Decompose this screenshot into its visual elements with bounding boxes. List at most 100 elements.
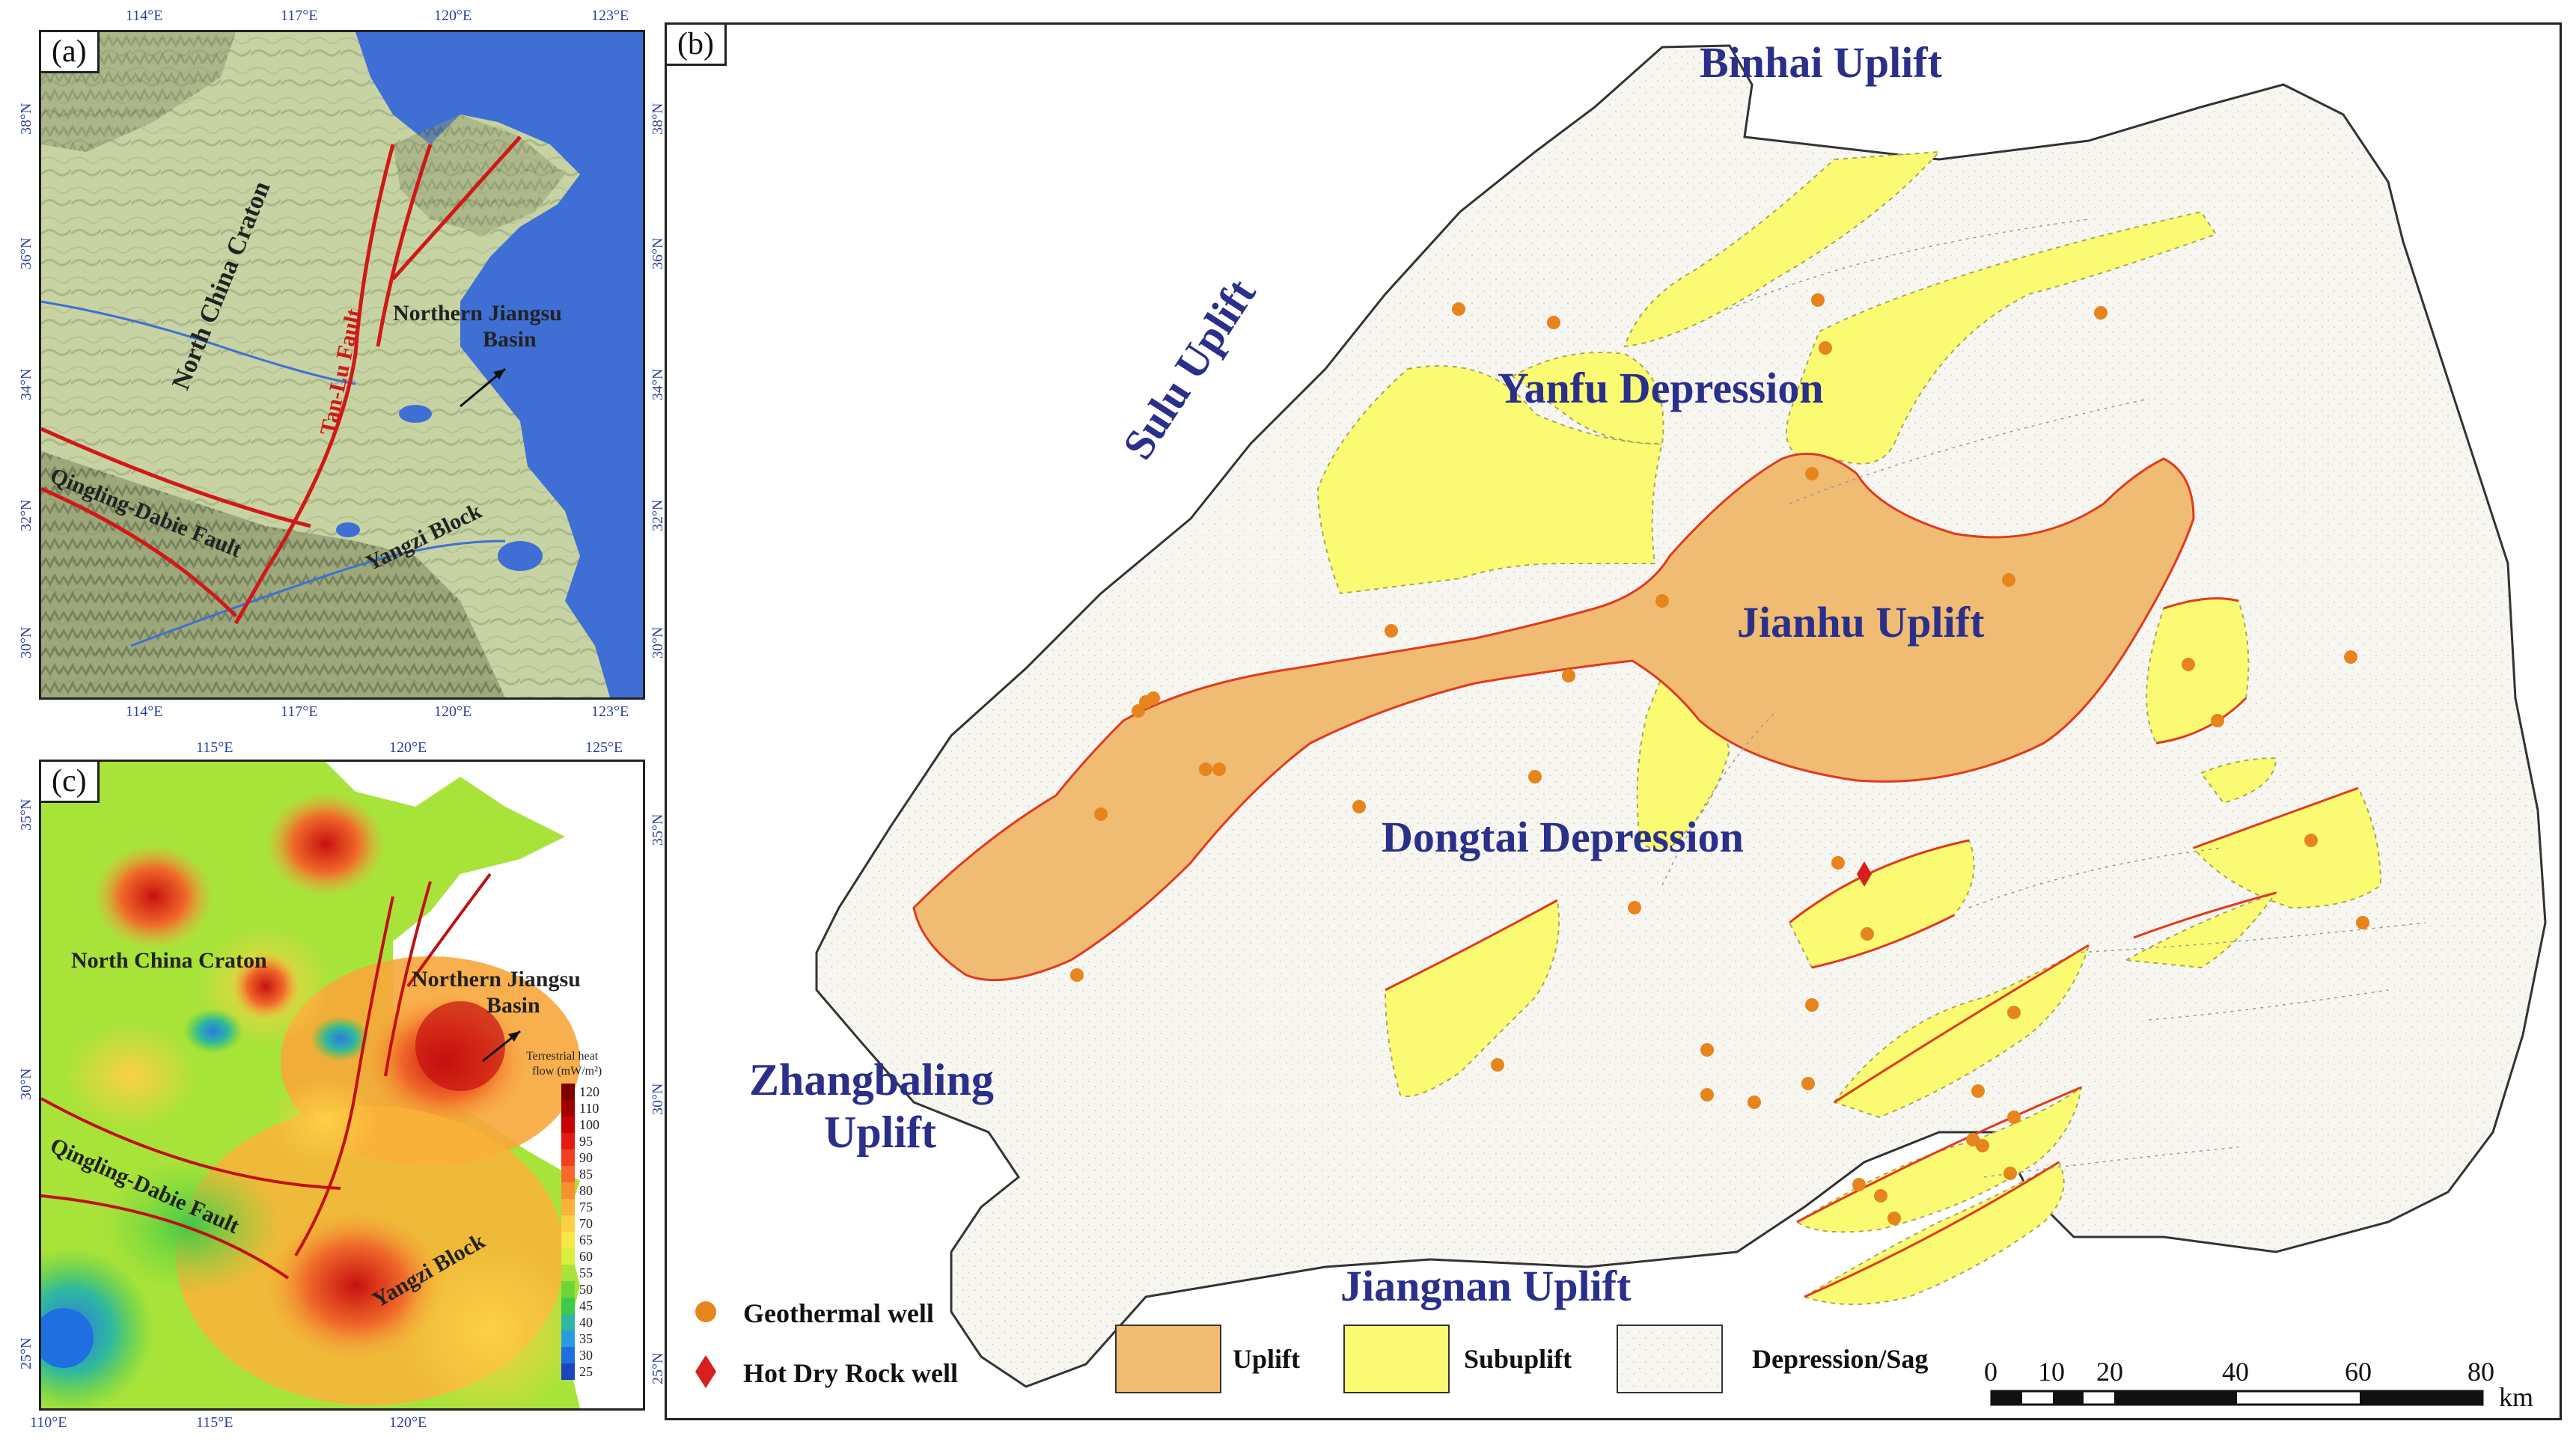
panel-c-lat-1: 35°N bbox=[18, 798, 34, 831]
panel-a-lon-top-3: 120°E bbox=[434, 7, 472, 24]
geothermal-well bbox=[2003, 1167, 2017, 1180]
geothermal-well bbox=[1147, 691, 1160, 705]
panel-a-lon-top-4: 123°E bbox=[591, 7, 629, 24]
label-dongtai-depression: Dongtai Depression bbox=[1382, 813, 1744, 861]
geothermal-well bbox=[1199, 763, 1212, 776]
geothermal-well bbox=[1852, 1178, 1866, 1191]
heat-legend-value: 95 bbox=[579, 1134, 593, 1149]
heat-legend-swatch bbox=[561, 1281, 575, 1298]
label-zhangbaling-2: Uplift bbox=[824, 1108, 936, 1157]
panel-a-label-basin-2: Basin bbox=[483, 327, 537, 352]
geothermal-well bbox=[2094, 306, 2108, 320]
geothermal-well bbox=[1887, 1212, 1901, 1225]
geothermal-well bbox=[2182, 658, 2195, 671]
geothermal-well bbox=[1070, 968, 1084, 982]
panel-c-legend-title-2: flow (mW/m²) bbox=[532, 1065, 602, 1078]
geothermal-well bbox=[1212, 763, 1226, 776]
geothermal-well bbox=[1094, 807, 1108, 821]
scale-tick-80: 80 bbox=[2467, 1357, 2494, 1387]
panel-c-lon-top-3: 120°E bbox=[389, 739, 427, 756]
legend-subuplift-label: Subuplift bbox=[1464, 1344, 1572, 1374]
panel-a-label-basin-1: Northern Jiangsu bbox=[393, 301, 562, 326]
geothermal-well bbox=[1452, 302, 1465, 316]
panel-c-lon-top-2: 115°E bbox=[196, 739, 234, 756]
legend-subuplift-swatch bbox=[1343, 1325, 1450, 1393]
heat-legend-value: 85 bbox=[579, 1167, 593, 1182]
label-sulu-uplift: Sulu Uplift bbox=[1113, 270, 1265, 468]
geothermal-well bbox=[1805, 998, 1819, 1012]
heat-legend-swatch bbox=[561, 1182, 575, 1199]
panel-a-lon-bot-4: 123°E bbox=[591, 703, 629, 720]
heat-legend-value: 35 bbox=[579, 1331, 593, 1346]
panel-c-label-basin-1: Northern Jiangsu bbox=[412, 967, 581, 992]
scale-bar bbox=[1990, 1390, 2484, 1406]
geothermal-well bbox=[1655, 594, 1669, 608]
heat-legend-swatch bbox=[561, 1298, 575, 1314]
geothermal-well bbox=[1385, 624, 1398, 638]
geothermal-well bbox=[1831, 856, 1845, 870]
panel-a-lon-bot-1: 114°E bbox=[126, 703, 163, 720]
geothermal-well bbox=[2007, 1006, 2021, 1019]
legend-hdr-label: Hot Dry Rock well bbox=[743, 1358, 958, 1388]
geothermal-well bbox=[1748, 1096, 1761, 1109]
geothermal-wells bbox=[1070, 293, 2369, 1225]
geothermal-well bbox=[1971, 1084, 1985, 1098]
heat-legend-swatch bbox=[561, 1248, 575, 1265]
panel-a-lon-bot-3: 120°E bbox=[434, 703, 472, 720]
heat-legend-value: 80 bbox=[579, 1183, 593, 1198]
legend-depression-swatch bbox=[1617, 1325, 1723, 1393]
heat-legend-value: 65 bbox=[579, 1232, 593, 1247]
panel-c-tag: (c) bbox=[41, 762, 100, 803]
geothermal-well bbox=[1132, 704, 1145, 718]
panel-a-lon-top-1: 114°E bbox=[126, 7, 163, 24]
heat-legend-swatch bbox=[561, 1331, 575, 1347]
heat-legend-swatch bbox=[561, 1314, 575, 1331]
panel-c-label-craton: North China Craton bbox=[71, 948, 267, 973]
geothermal-well bbox=[1700, 1088, 1714, 1102]
geothermal-well bbox=[2211, 714, 2224, 727]
heat-legend-swatch bbox=[561, 1149, 575, 1166]
heat-legend-value: 55 bbox=[579, 1265, 593, 1280]
heat-legend-value: 75 bbox=[579, 1200, 593, 1215]
panel-a-lat-1: 38°N bbox=[18, 103, 34, 135]
geothermal-well bbox=[1976, 1139, 1989, 1152]
geothermal-well bbox=[1874, 1189, 1887, 1203]
panel-c-legend-title-1: Terrestrial heat bbox=[526, 1050, 599, 1063]
geothermal-well bbox=[2356, 916, 2369, 929]
panel-c-lon-bot-1: 110°E bbox=[30, 1414, 67, 1431]
scale-tick-0: 0 bbox=[1984, 1357, 1997, 1387]
label-jianhu-uplift: Jianhu Uplift bbox=[1737, 598, 1985, 647]
panel-a-qinling-fault bbox=[41, 427, 311, 528]
legend-uplift-swatch bbox=[1115, 1325, 1221, 1393]
legend-uplift-label: Uplift bbox=[1233, 1344, 1300, 1374]
geothermal-well bbox=[1562, 669, 1575, 682]
heat-legend-swatch bbox=[561, 1100, 575, 1116]
heat-legend-value: 110 bbox=[579, 1101, 599, 1116]
hot-dry-rock-well bbox=[1857, 861, 1872, 887]
heat-legend-swatch bbox=[561, 1084, 575, 1100]
geothermal-well bbox=[2002, 573, 2015, 587]
panel-c-heat-flow-map: (c) bbox=[39, 760, 645, 1411]
legend-depression-label: Depression/Sag bbox=[1752, 1344, 1928, 1374]
panel-a-lat-3: 34°N bbox=[18, 368, 34, 400]
panel-a-regional-map: (a) bbox=[39, 30, 645, 700]
geothermal-well bbox=[2344, 650, 2357, 664]
heat-legend-swatch bbox=[561, 1133, 575, 1149]
heat-legend-value: 60 bbox=[579, 1249, 593, 1264]
label-zhangbaling-1: Zhangbaling bbox=[749, 1055, 994, 1105]
geothermal-well bbox=[1819, 341, 1832, 355]
heat-legend-value: 45 bbox=[579, 1298, 593, 1313]
geothermal-well bbox=[1547, 316, 1560, 329]
label-yanfu-depression: Yanfu Depression bbox=[1498, 364, 1824, 412]
panel-a-map: North China Craton Tan-Lu Fault Northern… bbox=[41, 32, 643, 697]
panel-a-lat-2: 36°N bbox=[18, 237, 34, 269]
geothermal-well bbox=[2304, 834, 2318, 847]
jianhu-uplift-area bbox=[912, 452, 2195, 982]
panel-a-lat-4: 32°N bbox=[18, 499, 34, 531]
heat-legend-swatch bbox=[561, 1363, 575, 1380]
panel-c-lon-bot-2: 115°E bbox=[196, 1414, 234, 1431]
panel-a-lon-bot-2: 117°E bbox=[281, 703, 318, 720]
panel-c-label-basin-2: Basin bbox=[486, 993, 540, 1018]
geothermal-well bbox=[1801, 1077, 1815, 1090]
